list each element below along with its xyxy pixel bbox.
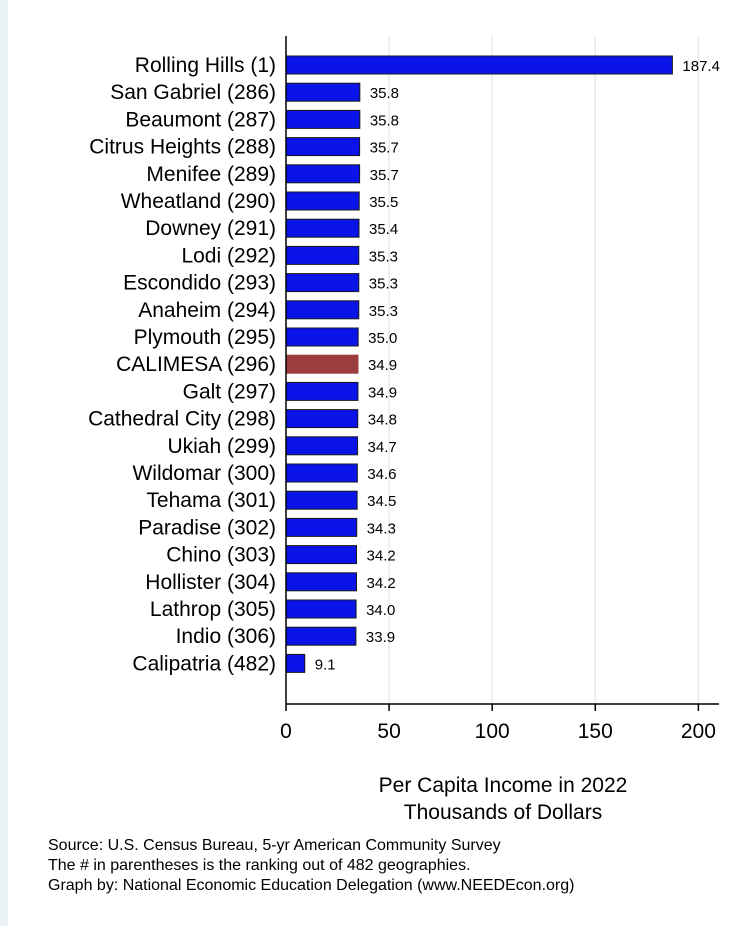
category-label: Paradise (302) <box>138 516 276 539</box>
value-label: 34.9 <box>368 357 397 374</box>
value-label: 34.0 <box>366 602 395 619</box>
bar <box>285 164 361 184</box>
category-label: Plymouth (295) <box>134 326 276 349</box>
bar-chart: Rolling Hills (1) 187.4 San Gabriel (286) 3… <box>88 36 720 824</box>
category-label: Citrus Heights (288) <box>89 136 276 159</box>
credit-note: Graph by: National Economic Education De… <box>48 877 575 894</box>
x-axis-title: Thousands of Dollars <box>404 801 602 824</box>
x-axis-title: Per Capita Income in 2022 <box>379 774 628 797</box>
category-label: Menifee (289) <box>146 163 276 186</box>
value-label: 35.5 <box>369 194 398 211</box>
bar <box>285 409 359 429</box>
bar <box>285 109 361 129</box>
category-label: Lathrop (305) <box>150 598 276 621</box>
value-label: 34.7 <box>368 439 397 456</box>
bar-highlight <box>285 354 359 374</box>
value-label: 34.9 <box>368 384 397 401</box>
category-label: Ukiah (299) <box>167 435 276 458</box>
labels: Rolling Hills (1) 187.4 San Gabriel (286) 3… <box>88 54 720 824</box>
category-label: Calipatria (482) <box>132 652 276 675</box>
value-label: 35.8 <box>370 112 399 129</box>
value-label: 35.0 <box>368 330 397 347</box>
bar <box>285 191 360 211</box>
bar <box>285 463 358 483</box>
bar <box>285 381 359 401</box>
bar <box>285 245 360 265</box>
bar <box>285 218 360 238</box>
category-label: Rolling Hills (1) <box>135 54 276 77</box>
value-label: 9.1 <box>315 656 336 673</box>
value-label: 35.7 <box>370 140 399 157</box>
category-label: Downey (291) <box>145 217 276 240</box>
axes <box>285 36 719 711</box>
bar <box>285 273 360 293</box>
value-label: 34.5 <box>367 493 396 510</box>
bar <box>285 490 358 510</box>
x-tick-label: 100 <box>475 720 510 743</box>
value-label: 34.8 <box>368 412 397 429</box>
value-label: 35.3 <box>369 248 398 265</box>
category-label: Wildomar (300) <box>132 462 276 485</box>
x-tick-label: 150 <box>578 720 613 743</box>
category-label: CALIMESA (296) <box>116 353 276 376</box>
value-label: 187.4 <box>682 58 720 75</box>
ranking-note: The # in parentheses is the ranking out … <box>48 857 471 874</box>
bar <box>285 626 357 646</box>
category-label: Beaumont (287) <box>125 108 276 131</box>
bar <box>285 653 306 673</box>
bar <box>285 300 360 320</box>
chart-footer: Source: U.S. Census Bureau, 5-yr America… <box>48 836 728 896</box>
bar <box>285 82 361 102</box>
category-label: Tehama (301) <box>146 489 276 512</box>
category-label: Escondido (293) <box>123 272 276 295</box>
bar <box>285 55 673 75</box>
value-label: 35.3 <box>369 276 398 293</box>
category-label: Galt (297) <box>183 380 276 403</box>
value-label: 35.8 <box>370 85 399 102</box>
value-label: 35.3 <box>369 303 398 320</box>
bar <box>285 436 359 456</box>
bar <box>285 599 357 619</box>
bar <box>285 137 361 157</box>
category-label: Wheatland (290) <box>121 190 276 213</box>
category-label: Lodi (292) <box>181 244 276 267</box>
bar <box>285 572 358 592</box>
value-label: 35.7 <box>370 167 399 184</box>
category-label: Cathedral City (298) <box>88 408 276 431</box>
value-label: 34.6 <box>367 466 396 483</box>
x-tick-label: 0 <box>280 720 292 743</box>
value-label: 34.2 <box>367 548 396 565</box>
source-note: Source: U.S. Census Bureau, 5-yr America… <box>48 837 501 854</box>
chart-area: Rolling Hills (1) 187.4 San Gabriel (286) 3… <box>8 0 737 926</box>
bars <box>285 55 673 673</box>
category-label: Anaheim (294) <box>138 299 276 322</box>
category-label: Hollister (304) <box>145 571 276 594</box>
x-tick-label: 200 <box>681 720 716 743</box>
value-label: 35.4 <box>369 221 398 238</box>
bar <box>285 517 358 537</box>
bar <box>285 327 359 347</box>
category-label: Indio (306) <box>176 625 276 648</box>
x-tick-label: 50 <box>377 720 400 743</box>
value-label: 33.9 <box>366 629 395 646</box>
bar <box>285 545 358 565</box>
value-label: 34.3 <box>367 520 396 537</box>
category-label: Chino (303) <box>166 544 276 567</box>
grid-lines <box>388 36 700 704</box>
value-label: 34.2 <box>367 575 396 592</box>
category-label: San Gabriel (286) <box>110 81 276 104</box>
